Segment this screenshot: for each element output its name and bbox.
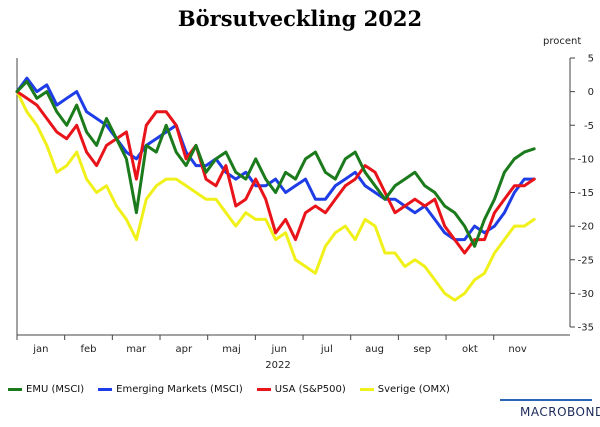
x-tick-label: apr [176,344,193,355]
legend-swatch-sverige [359,388,374,391]
y-tick-label: -35 [578,323,594,334]
chart-legend: EMU (MSCI) Emerging Markets (MSCI) USA (… [8,384,450,395]
y-tick-label: -15 [578,188,594,199]
series-line-emerging [15,76,536,242]
x-tick-label: sep [413,344,431,355]
legend-swatch-emerging-markets [98,388,113,391]
legend-label-emu: EMU (MSCI) [26,384,85,395]
legend-swatch-emu [8,388,22,391]
legend-item-emu: EMU (MSCI) [8,384,84,395]
legend-item-emerging-markets: Emerging Markets (MSCI) [98,384,243,395]
legend-label-usa: USA (S&P500) [274,384,346,395]
brand-bar [500,399,592,401]
line-chart: 5 0 -5 -10 -15 -20 -25 -30 -35 jan feb mar apr maj jun… [15,54,594,371]
series-line-emu [15,80,536,248]
legend-item-usa: USA (S&P500) [256,384,346,395]
legend-label-sverige: Sverige (OMX) [377,384,450,395]
x-tick-label: jun [270,344,286,355]
y-tick-label: -10 [578,154,594,165]
legend-item-sverige: Sverige (OMX) [359,384,450,395]
x-tick-label: feb [80,344,96,355]
series-line-sverige [15,90,536,302]
x-axis-year-label: 2022 [265,360,290,371]
brand-logo: MACROBOND [520,405,600,419]
y-tick-label: -5 [584,121,594,132]
x-tick-label: maj [222,344,241,355]
x-tick-label: okt [462,344,478,355]
series-line-usa [15,90,536,255]
x-tick-label: jan [32,344,48,355]
y-tick-label: -25 [578,255,594,266]
legend-label-emerging-markets: Emerging Markets (MSCI) [116,384,243,395]
y-tick-label: 0 [588,87,594,98]
legend-swatch-usa [256,388,271,391]
y-tick-label: -30 [578,289,594,300]
y-axis-unit: procent [543,36,582,47]
y-tick-label: 5 [588,54,594,65]
x-tick-label: jul [320,344,333,355]
x-tick-label: mar [126,344,147,355]
x-tick-label: nov [508,344,526,355]
x-tick-label: aug [365,344,384,355]
chart-title: Börsutveckling 2022 [177,6,423,31]
y-tick-label: -20 [578,222,594,233]
